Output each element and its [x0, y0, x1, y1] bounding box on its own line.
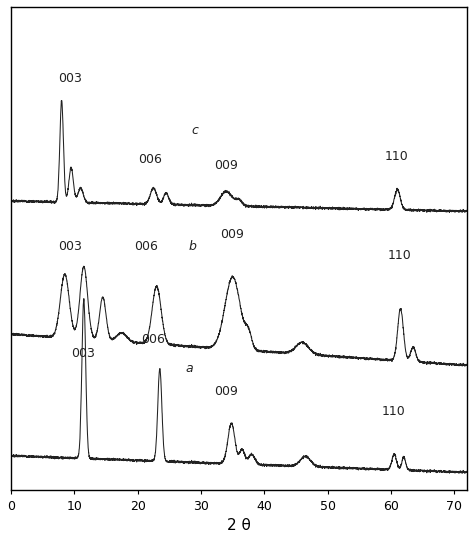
- Text: 006: 006: [135, 240, 158, 253]
- X-axis label: 2 θ: 2 θ: [227, 518, 251, 533]
- Text: 003: 003: [71, 347, 95, 360]
- Text: 006: 006: [137, 153, 162, 166]
- Text: 110: 110: [388, 249, 411, 262]
- Text: 110: 110: [385, 150, 409, 163]
- Text: 003: 003: [58, 240, 82, 253]
- Text: c: c: [191, 124, 198, 137]
- Text: b: b: [188, 240, 196, 253]
- Text: 009: 009: [220, 228, 244, 241]
- Text: 003: 003: [58, 72, 82, 85]
- Text: a: a: [185, 362, 193, 375]
- Text: 009: 009: [214, 385, 237, 398]
- Text: 110: 110: [382, 405, 405, 418]
- Text: 006: 006: [141, 333, 164, 346]
- Text: 009: 009: [214, 159, 237, 172]
